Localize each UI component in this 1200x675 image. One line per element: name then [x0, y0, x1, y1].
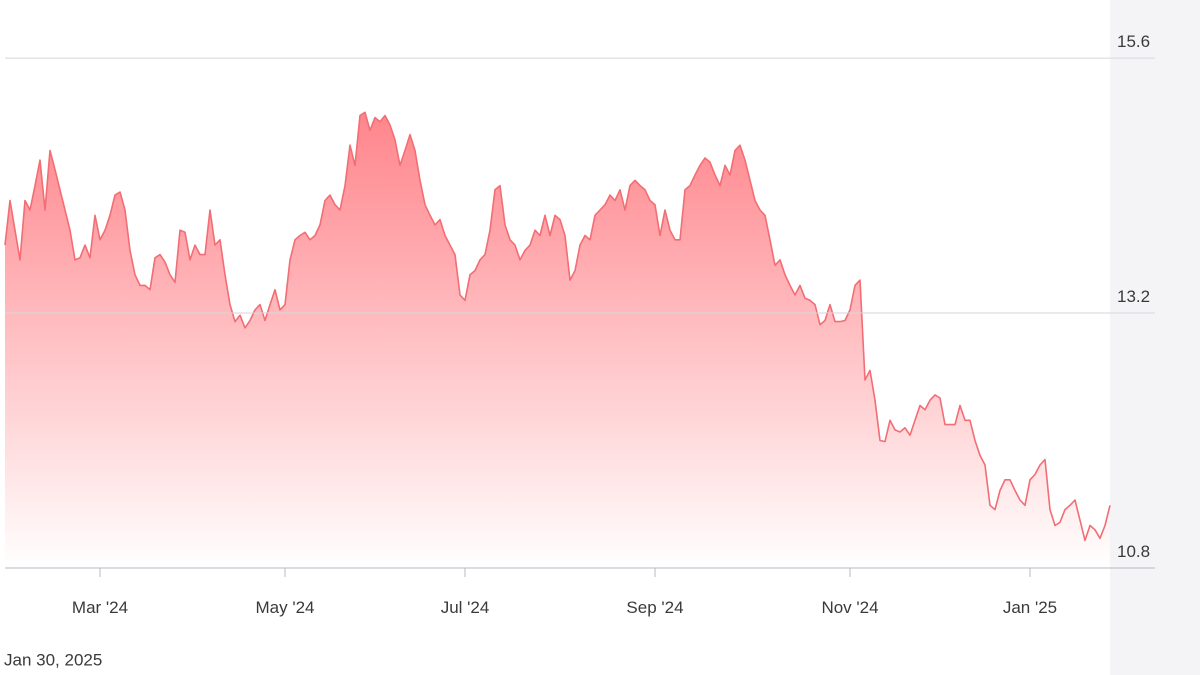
- y-tick-label: 15.6: [1117, 32, 1150, 51]
- x-tick-label: Nov '24: [821, 598, 878, 617]
- y-tick-label: 10.8: [1117, 542, 1150, 561]
- x-tick-label: Mar '24: [72, 598, 128, 617]
- axis-band: [1110, 0, 1200, 675]
- y-tick-label: 13.2: [1117, 287, 1150, 306]
- date-label: Jan 30, 2025: [4, 650, 102, 669]
- x-tick-label: Sep '24: [626, 598, 683, 617]
- area-fill: [5, 112, 1110, 569]
- x-tick-label: May '24: [256, 598, 315, 617]
- x-tick-label: Jul '24: [441, 598, 490, 617]
- x-tick-label: Jan '25: [1003, 598, 1057, 617]
- price-line: [4, 111, 1111, 542]
